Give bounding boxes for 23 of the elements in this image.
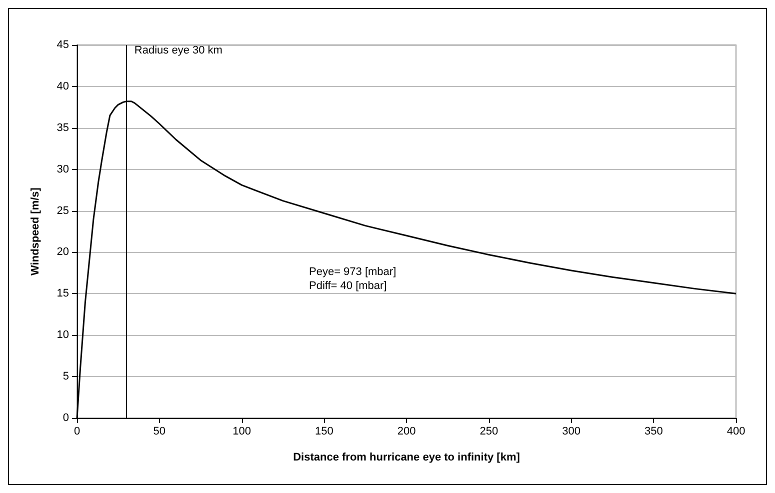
ref-line-label: Radius eye 30 km (134, 44, 222, 56)
y-tick-label: 5 (62, 370, 69, 383)
y-tick-label: 40 (56, 80, 69, 92)
y-tick-label: 45 (56, 39, 69, 51)
y-tick-label: 25 (56, 204, 69, 217)
y-axis-title: Windspeed [m/s] (30, 187, 42, 276)
y-tick-label: 20 (56, 246, 69, 258)
y-tick-label: 15 (56, 288, 69, 300)
annotation: Peye= 973 [mbar] Pdiff= 40 [mbar] (309, 266, 396, 292)
x-tick-label: 150 (314, 426, 334, 438)
x-tick-label: 300 (562, 426, 580, 438)
x-tick-label: 200 (397, 426, 416, 438)
x-tick-label: 0 (74, 426, 80, 438)
x-axis-title: Distance from hurricane eye to infinity [km] (293, 452, 520, 464)
x-tick-label: 350 (644, 426, 663, 438)
x-tick-label: 400 (726, 426, 746, 438)
y-tick-label: 35 (56, 122, 69, 134)
x-tick-label: 100 (232, 426, 251, 438)
x-tick-label: 250 (480, 426, 498, 438)
y-tick-label: 0 (62, 412, 69, 424)
x-tick-label: 50 (153, 426, 166, 438)
y-tick-label: 10 (56, 329, 69, 342)
y-tick-label: 30 (56, 163, 69, 176)
